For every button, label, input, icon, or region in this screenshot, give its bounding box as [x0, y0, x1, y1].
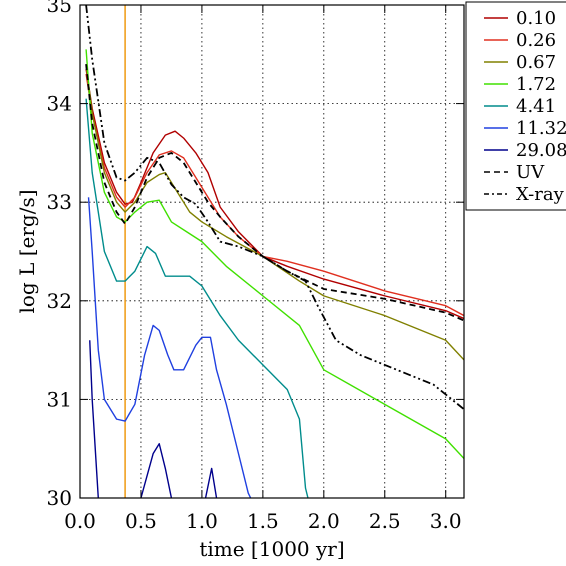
y-axis-label: log L [erg/s] [15, 189, 39, 313]
y-tick-label: 33 [47, 190, 72, 214]
series-line-29-08 [89, 340, 99, 498]
x-tick-label: 0.5 [125, 509, 157, 533]
y-tick-label: 30 [47, 486, 72, 510]
x-tick-label: 3.0 [430, 509, 462, 533]
y-tick-label: 32 [47, 289, 72, 313]
grid-lines [80, 5, 464, 498]
legend-label: X-ray [516, 184, 565, 205]
legend-label: 0.10 [516, 8, 556, 29]
plot-area [80, 5, 464, 498]
x-tick-label: 1.0 [186, 509, 218, 533]
legend-label: 29.08 [516, 140, 566, 161]
x-tick-label: 2.0 [308, 509, 340, 533]
series-line-11-32 [87, 197, 252, 498]
legend-label: 0.26 [516, 30, 556, 51]
series-layer [85, 5, 464, 498]
series-line-29-08b [140, 443, 173, 498]
plot-frame [79, 4, 465, 499]
legend-label: UV [516, 162, 545, 183]
series-line-uv [85, 64, 464, 322]
y-tick-label: 35 [47, 0, 72, 17]
axis-ticks [79, 4, 464, 499]
legend-label: 4.41 [516, 96, 556, 117]
series-line-0-10 [85, 68, 464, 320]
legend-label: 11.32 [516, 118, 566, 139]
series-line-0-26 [85, 73, 464, 317]
legend-label: 0.67 [516, 52, 556, 73]
tick-labels: 0.0 0.5 1.0 1.5 2.0 2.5 3.0 30 31 32 33 34 35 [47, 0, 462, 533]
series-line-0-67 [85, 64, 464, 361]
x-tick-label: 0.0 [64, 509, 96, 533]
x-axis-label: time [1000 yr] [199, 537, 344, 561]
y-tick-label: 31 [47, 387, 72, 411]
series-line-29-08c [204, 467, 218, 498]
x-tick-label: 1.5 [247, 509, 279, 533]
y-tick-label: 34 [47, 92, 72, 116]
legend-label: 1.72 [516, 74, 556, 95]
series-line-4-41 [85, 98, 309, 498]
series-line-1-72 [85, 49, 464, 460]
x-tick-label: 2.5 [369, 509, 401, 533]
legend-box [465, 1, 566, 211]
